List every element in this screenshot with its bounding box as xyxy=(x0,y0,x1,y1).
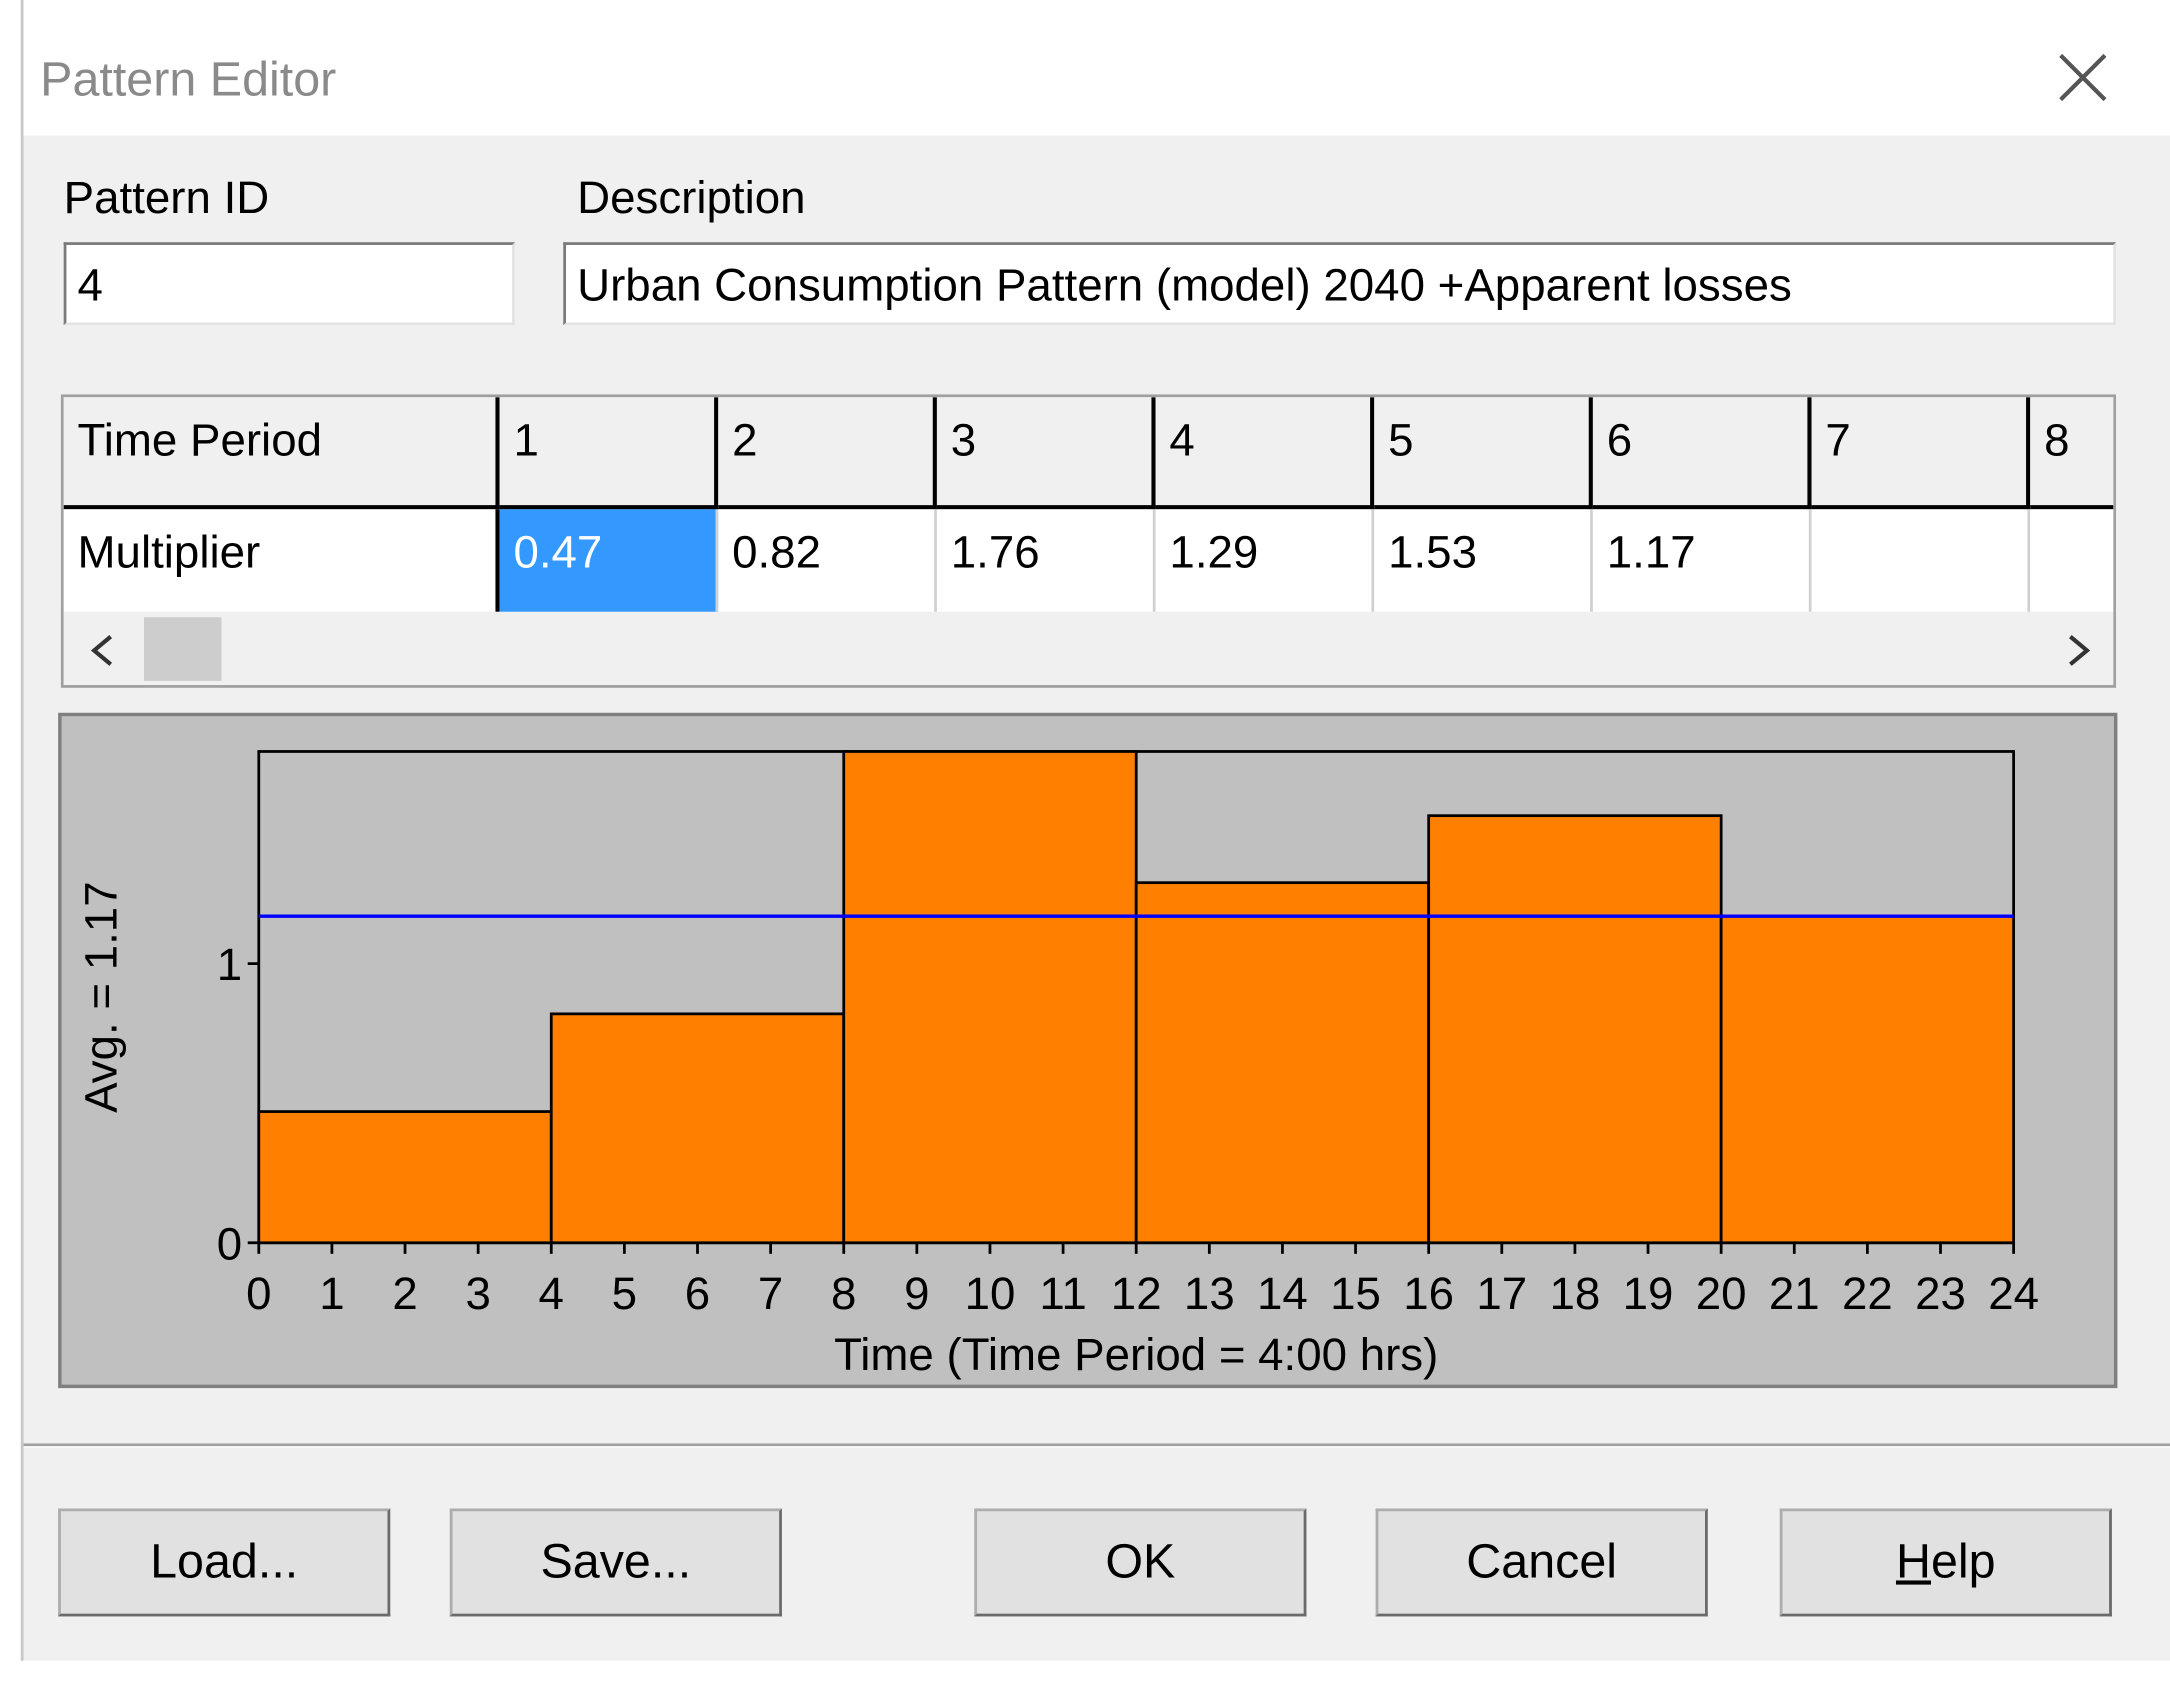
x-tick-label: 9 xyxy=(904,1268,929,1319)
separator xyxy=(23,1443,2170,1448)
header-cell: Time Period xyxy=(63,397,500,510)
button[interactable]: Help xyxy=(1779,1508,2112,1617)
y-tick-label: 1 xyxy=(217,939,242,990)
bar xyxy=(1134,881,1431,1245)
x-tick-label: 21 xyxy=(1769,1268,1820,1319)
multiplier-cell[interactable]: 1.53 xyxy=(1374,509,1593,612)
header-cell: 2 xyxy=(718,397,937,510)
header-cell: 4 xyxy=(1155,397,1375,510)
bar xyxy=(549,1012,846,1245)
x-tick-label: 16 xyxy=(1403,1268,1454,1319)
scroll-thumb[interactable] xyxy=(143,617,222,681)
scroll-right[interactable] xyxy=(2057,631,2099,670)
bar xyxy=(257,1110,553,1245)
x-axis-label: Time (Time Period = 4:00 hrs) xyxy=(834,1329,1438,1380)
header-cell: 6 xyxy=(1592,397,1812,510)
x-tick-label: 24 xyxy=(1988,1268,2039,1319)
scrollbar[interactable] xyxy=(63,611,2114,686)
x-tick-label: 0 xyxy=(246,1268,271,1319)
x-tick-label: 19 xyxy=(1623,1268,1674,1319)
bar xyxy=(842,750,1138,1245)
close-button[interactable] xyxy=(2058,53,2108,103)
multiplier-table: Time Period Multiplier 1 0.47 2 0.82 3 1.76 4 1.2… xyxy=(60,394,2117,688)
header-cell: 8 xyxy=(2030,397,2114,510)
x-tick-label: 4 xyxy=(539,1268,564,1319)
chart-panel: 0 1 2 3 4 5 6 7 8 9 10 11 12 13 14 15 16 17 18 19 20 21 22 23 24… xyxy=(57,712,2119,1389)
multiplier-cell[interactable]: 0.47 xyxy=(499,509,719,612)
chart: 0 1 2 3 4 5 6 7 8 9 10 11 12 13 14 15 16 17 18 19 20 21 22 23 24… xyxy=(57,712,2119,1389)
title-bar: Pattern Editor xyxy=(23,0,2170,136)
multiplier-cell[interactable]: 1.29 xyxy=(1155,509,1375,612)
x-tick-label: 11 xyxy=(1039,1268,1086,1319)
bar xyxy=(1719,914,2016,1245)
y-tick-label: 0 xyxy=(217,1218,242,1269)
header-cell: 5 xyxy=(1374,397,1593,510)
x-tick-label: 6 xyxy=(685,1268,710,1319)
pattern-id-label: Pattern ID xyxy=(63,171,270,223)
multiplier-cell[interactable]: 1.17 xyxy=(1592,509,1812,612)
multiplier-cell[interactable]: 1.76 xyxy=(936,509,1156,612)
dialog: Pattern Editor Pattern ID 4 Description … xyxy=(20,0,2170,1661)
button[interactable]: Save... xyxy=(449,1508,782,1617)
description-input[interactable]: Urban Consumption Pattern (model) 2040 +… xyxy=(563,242,2117,326)
x-tick-label: 23 xyxy=(1915,1268,1966,1319)
x-tick-label: 17 xyxy=(1476,1268,1527,1319)
x-tick-label: 18 xyxy=(1550,1268,1601,1319)
window-title: Pattern Editor xyxy=(40,52,337,107)
multiplier-cell[interactable] xyxy=(2030,509,2114,612)
x-tick-label: 7 xyxy=(758,1268,783,1319)
header-cell: 7 xyxy=(1811,397,2031,510)
button[interactable]: Cancel xyxy=(1375,1508,1708,1617)
multiplier-cell[interactable] xyxy=(1811,509,2031,612)
x-tick-label: 2 xyxy=(392,1268,417,1319)
multiplier-cell[interactable]: 0.82 xyxy=(718,509,937,612)
y-axis-label: Avg. = 1.17 xyxy=(75,881,126,1112)
x-tick-label: 22 xyxy=(1842,1268,1893,1319)
x-tick-label: 12 xyxy=(1111,1268,1162,1319)
row-label: Multiplier xyxy=(63,509,500,612)
header-cell: 1 xyxy=(499,397,719,510)
x-tick-label: 3 xyxy=(465,1268,490,1319)
x-tick-label: 8 xyxy=(831,1268,856,1319)
bar xyxy=(1427,814,1723,1245)
pattern-id-input[interactable]: 4 xyxy=(63,242,515,326)
x-tick-label: 20 xyxy=(1696,1268,1747,1319)
button[interactable]: Load... xyxy=(58,1508,391,1617)
scroll-left[interactable] xyxy=(83,631,125,670)
x-tick-label: 15 xyxy=(1330,1268,1381,1319)
x-tick-label: 14 xyxy=(1257,1268,1308,1319)
x-tick-label: 10 xyxy=(965,1268,1016,1319)
x-tick-label: 5 xyxy=(612,1268,637,1319)
description-label: Description xyxy=(577,171,806,223)
x-tick-label: 1 xyxy=(319,1268,344,1319)
x-tick-label: 13 xyxy=(1184,1268,1235,1319)
header-cell: 3 xyxy=(936,397,1156,510)
button[interactable]: OK xyxy=(974,1508,1307,1617)
